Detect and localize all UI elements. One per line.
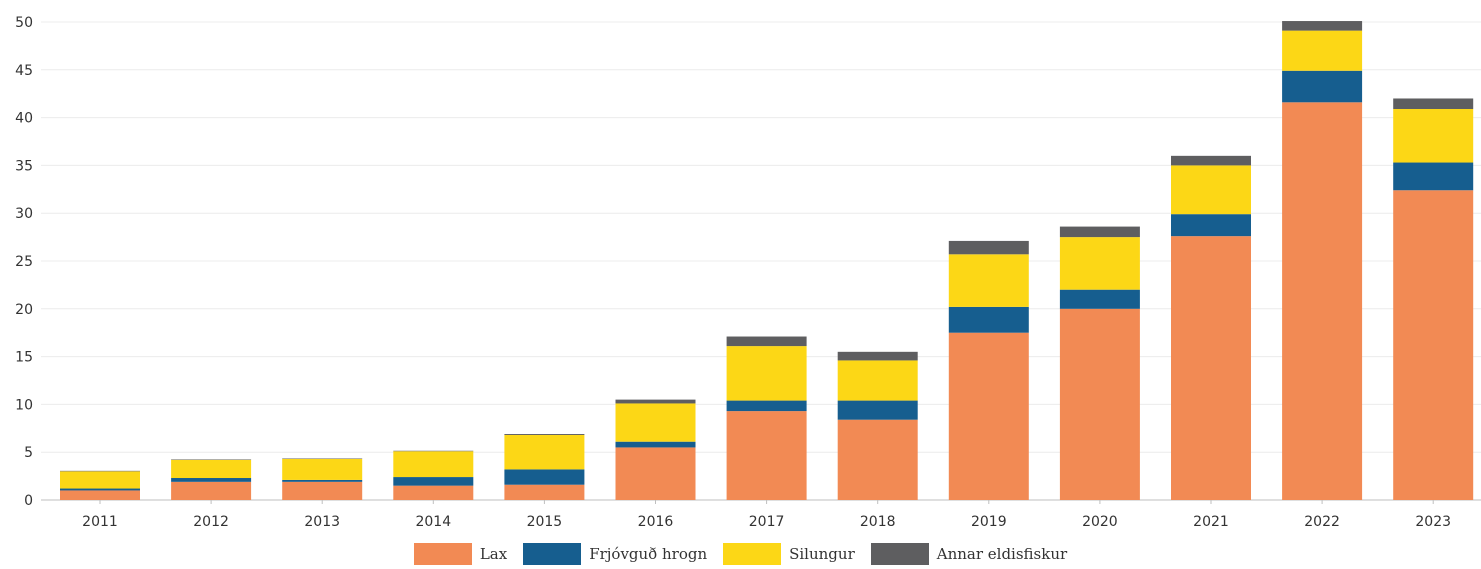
y-tick-label: 10: [15, 397, 33, 413]
bar-segment-2022-series-2: [1282, 30, 1363, 71]
bar-segment-2018-series-0: [837, 419, 918, 500]
legend-item-annar-eldisfiskur: Annar eldisfiskur: [870, 543, 1068, 565]
bar-segment-2020-series-3: [1059, 226, 1140, 238]
bar-segment-2016-series-3: [615, 399, 696, 404]
bar-segment-2019-series-1: [948, 306, 1029, 333]
bar-segment-2014-series-2: [393, 451, 474, 478]
y-tick-label: 0: [24, 493, 33, 509]
y-tick-label: 45: [15, 63, 33, 79]
bar-segment-2019-series-3: [948, 240, 1029, 255]
legend-item-lax: Lax: [413, 543, 508, 565]
bar-segment-2017-series-2: [726, 346, 807, 401]
bar-segment-2023-series-2: [1393, 108, 1474, 163]
bar-segment-2023-series-1: [1393, 162, 1474, 191]
x-axis-ticks: 2011 2012 2013 2014 2015 2016 2017 2018 2019 2020…: [82, 500, 1451, 530]
bar-segment-2018-series-3: [837, 351, 918, 361]
bar-segment-2014-series-0: [393, 485, 474, 500]
y-tick-label: 35: [15, 158, 33, 174]
bar-segment-2023-series-0: [1393, 190, 1474, 501]
bar-segment-2021-series-0: [1171, 236, 1251, 501]
x-tick-label: 2022: [1304, 514, 1340, 530]
bar-segment-2021-series-1: [1171, 214, 1251, 237]
y-tick-label: 50: [15, 15, 33, 31]
x-tick-label: 2017: [749, 514, 785, 530]
bar-segment-2012-series-1: [171, 478, 252, 482]
legend-item-frjovgud-hrogn: Frjóvguð hrogn: [523, 543, 707, 565]
y-axis-ticks: 0 5 10 15 20 25 30 35 40 45 50: [15, 15, 33, 509]
gridlines: [41, 21, 1481, 501]
bar-segment-2017-series-1: [726, 400, 807, 412]
bar-segment-2020-series-1: [1059, 289, 1140, 309]
x-tick-label: 2023: [1415, 514, 1451, 530]
bar-segment-2015-series-0: [504, 484, 585, 500]
legend: Lax Frjóvguð hrogn Silungur Annar eldisf…: [0, 543, 1481, 565]
x-tick-label: 2018: [860, 514, 896, 530]
bar-segment-2015-series-1: [504, 469, 585, 485]
bar-segment-2019-series-0: [948, 332, 1029, 500]
x-tick-label: 2014: [415, 514, 451, 530]
legend-label-annar-eldisfiskur: Annar eldisfiskur: [936, 545, 1068, 563]
x-tick-label: 2020: [1082, 514, 1118, 530]
y-tick-label: 20: [15, 302, 33, 318]
x-tick-label: 2012: [193, 514, 229, 530]
bar-segment-2016-series-0: [615, 447, 696, 500]
y-tick-label: 40: [15, 111, 33, 127]
bar-segment-2017-series-3: [726, 336, 807, 347]
bar-segment-2013-series-2: [282, 458, 363, 480]
legend-label-silungur: Silungur: [789, 545, 855, 563]
bar-segment-2011-series-1: [60, 488, 140, 491]
bar-segment-2021-series-2: [1171, 165, 1251, 215]
bar-segment-2014-series-1: [393, 477, 474, 486]
legend-item-silungur: Silungur: [723, 543, 855, 565]
bar-segment-2020-series-0: [1059, 308, 1140, 500]
y-tick-label: 30: [15, 206, 33, 222]
x-tick-label: 2011: [82, 514, 118, 530]
y-tick-label: 5: [24, 445, 33, 461]
legend-swatch-frjovgud-hrogn: [523, 543, 582, 565]
x-tick-label: 2021: [1193, 514, 1229, 530]
bar-segment-2020-series-2: [1059, 237, 1140, 290]
bar-segment-2013-series-0: [282, 481, 363, 500]
bar-segment-2018-series-1: [837, 400, 918, 420]
x-tick-label: 2019: [971, 514, 1007, 530]
y-tick-label: 25: [15, 254, 33, 270]
x-tick-label: 2013: [304, 514, 340, 530]
legend-swatch-annar-eldisfiskur: [870, 543, 929, 565]
bar-segment-2019-series-2: [948, 254, 1029, 307]
bar-segment-2011-series-0: [60, 490, 140, 500]
bar-segment-2022-series-0: [1282, 102, 1363, 500]
bar-segment-2022-series-1: [1282, 70, 1363, 103]
x-tick-label: 2015: [527, 514, 563, 530]
bar-segment-2013-series-1: [282, 479, 363, 482]
legend-swatch-lax: [413, 543, 472, 565]
bar-segment-2011-series-2: [60, 471, 140, 489]
y-tick-label: 15: [15, 350, 33, 366]
bar-segment-2012-series-2: [171, 459, 252, 479]
bar-segment-2012-series-0: [171, 481, 252, 500]
legend-label-lax: Lax: [479, 545, 508, 563]
bar-segment-2016-series-1: [615, 441, 696, 448]
bar-segment-2015-series-2: [504, 434, 585, 470]
bar-segment-2015-series-3: [504, 434, 585, 435]
legend-swatch-silungur: [723, 543, 782, 565]
legend-label-frjovgud-hrogn: Frjóvguð hrogn: [589, 545, 708, 563]
bar-segment-2023-series-3: [1393, 98, 1474, 109]
x-tick-label: 2016: [638, 514, 674, 530]
bars: [60, 21, 1474, 501]
bar-segment-2022-series-3: [1282, 21, 1363, 31]
bar-segment-2021-series-3: [1171, 155, 1251, 166]
bar-segment-2018-series-2: [837, 360, 918, 401]
bar-segment-2016-series-2: [615, 403, 696, 442]
bar-segment-2017-series-0: [726, 411, 807, 500]
